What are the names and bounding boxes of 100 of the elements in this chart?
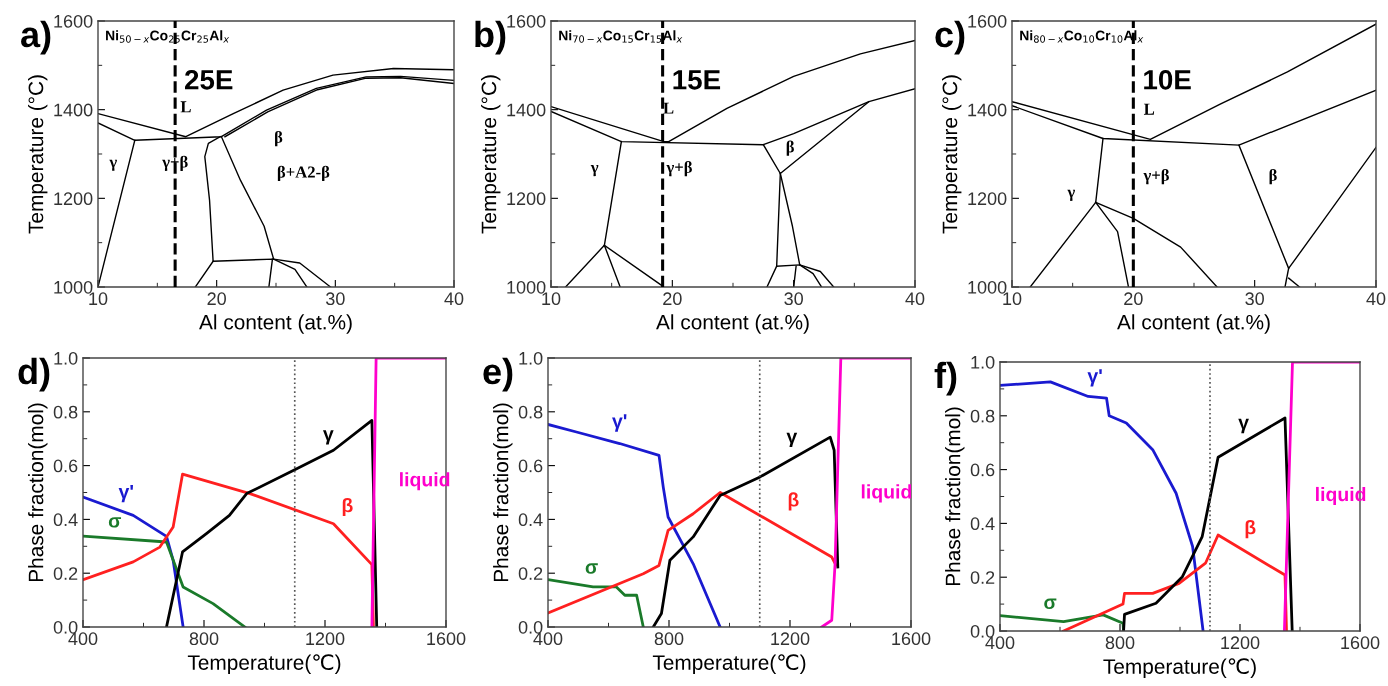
y-tick-label: 0.8 <box>518 405 543 419</box>
y-tick-label: 0.4 <box>518 513 543 527</box>
annotation: β <box>342 497 353 517</box>
annotation: liquid <box>400 472 450 491</box>
annotation: L <box>1143 103 1155 115</box>
y-tick-label: 1200 <box>507 192 546 206</box>
chart-title: b) <box>475 20 506 55</box>
chart-title: e) <box>483 357 513 392</box>
annotation: σ <box>585 563 598 574</box>
y-tick-label: 1200 <box>968 192 1007 206</box>
x-tick-label: 30 <box>1245 292 1264 306</box>
y-tick-label: 1000 <box>54 280 93 294</box>
y-axis-title: Temperature (°C) <box>28 75 48 234</box>
y-tick-label: 1600 <box>968 14 1007 28</box>
annotation: γ+β <box>666 160 692 177</box>
x-tick-label: 1200 <box>1221 636 1260 650</box>
annotation: σ <box>108 517 122 528</box>
y-tick-label: 0.6 <box>53 459 78 473</box>
chart-title: c) <box>935 20 965 55</box>
annotation: β <box>1269 168 1277 185</box>
y-tick-label: 1400 <box>968 103 1007 117</box>
x-tick-label: 40 <box>905 292 925 306</box>
x-tick-label: 20 <box>207 292 226 306</box>
y-tick-label: 0.2 <box>518 567 543 580</box>
annotation: liquid <box>861 484 912 503</box>
x-tick-label: 1200 <box>306 632 345 646</box>
annotation: σ <box>1044 598 1057 610</box>
annotation: γ+β <box>1143 168 1169 185</box>
y-tick-label: 1.0 <box>519 351 543 365</box>
x-tick-label: 30 <box>325 292 345 306</box>
x-tick-label: 800 <box>189 632 219 646</box>
annotation: β <box>788 492 799 511</box>
y-tick-label: 0.2 <box>970 571 995 584</box>
y-tick-label: 1600 <box>54 14 93 28</box>
annotation: γ <box>590 164 599 177</box>
x-axis-title: Al content (at.%) <box>656 314 809 334</box>
x-tick-label: 400 <box>68 632 98 646</box>
annotation: L <box>663 102 674 114</box>
x-tick-label: 1600 <box>892 632 931 646</box>
x-axis-title: Temperature(℃) <box>187 654 341 675</box>
y-tick-label: 0.6 <box>518 459 543 473</box>
annotation: γ <box>323 430 334 445</box>
annotation: β <box>275 130 283 147</box>
annotation: γ+β <box>162 155 188 171</box>
x-tick-label: 20 <box>663 292 682 306</box>
chart-title: a) <box>21 20 51 55</box>
y-tick-label: 1.0 <box>54 351 78 365</box>
y-tick-label: 0.0 <box>970 624 995 638</box>
x-tick-label: 40 <box>1366 292 1386 306</box>
x-tick-label: 10 <box>89 292 108 306</box>
annotation: γ <box>786 432 798 448</box>
x-tick-label: 20 <box>1124 292 1143 306</box>
y-tick-label: 0.8 <box>53 405 78 419</box>
annotation: liquid <box>1316 486 1366 506</box>
y-tick-label: 0.0 <box>53 620 78 634</box>
x-tick-label: 800 <box>654 632 684 646</box>
x-tick-label: 1200 <box>771 632 810 646</box>
chart-title: f) <box>934 361 957 396</box>
annotation: γ' <box>1087 369 1102 387</box>
y-tick-label: 0.4 <box>53 513 78 527</box>
y-tick-label: 1400 <box>54 103 93 117</box>
x-tick-label: 400 <box>533 632 563 646</box>
annotation: γ' <box>612 414 627 432</box>
annotation: γ' <box>118 484 133 503</box>
x-axis-title: Al content (at.%) <box>1117 314 1270 334</box>
y-axis-title: Phase fraction(mol) <box>28 403 48 582</box>
x-tick-label: 10 <box>1003 292 1022 306</box>
y-tick-label: 0.6 <box>970 463 995 477</box>
y-tick-label: 1000 <box>507 280 546 294</box>
x-tick-label: 800 <box>1105 636 1135 650</box>
ref-line-label: 15E <box>673 70 721 90</box>
y-axis-title: Phase fraction(mol) <box>493 403 513 582</box>
y-tick-label: 1.0 <box>971 355 995 369</box>
annotation: L <box>180 101 191 113</box>
ref-line-label: 10E <box>1144 69 1191 90</box>
y-tick-label: 1600 <box>507 14 546 28</box>
y-axis-title: Temperature (°C) <box>942 75 962 234</box>
annotation: γ <box>109 159 117 171</box>
x-tick-label: 400 <box>985 636 1015 650</box>
x-tick-label: 10 <box>542 292 561 306</box>
x-tick-label: 1600 <box>427 632 466 646</box>
y-tick-label: 1000 <box>968 280 1007 294</box>
annotation: γ <box>1238 418 1249 434</box>
y-tick-label: 0.8 <box>970 409 995 423</box>
y-tick-label: 0.2 <box>53 567 78 580</box>
ref-line-label: 25E <box>185 69 233 90</box>
y-axis-title: Phase fraction(mol) <box>945 407 965 586</box>
y-tick-label: 0.0 <box>518 620 543 634</box>
y-tick-label: 0.4 <box>970 517 995 531</box>
x-tick-label: 40 <box>444 292 464 306</box>
annotation: β <box>1245 520 1256 539</box>
x-axis-title: Temperature(℃) <box>1103 658 1256 679</box>
y-tick-label: 1400 <box>507 103 546 117</box>
y-tick-label: 1200 <box>54 192 93 206</box>
annotation: β <box>786 140 794 156</box>
x-axis-title: Al content (at.%) <box>199 314 352 334</box>
annotation: β+A2-β <box>277 165 330 182</box>
annotation: γ <box>1067 189 1075 201</box>
y-axis-title: Temperature (°C) <box>481 75 501 234</box>
x-tick-label: 30 <box>784 292 803 306</box>
